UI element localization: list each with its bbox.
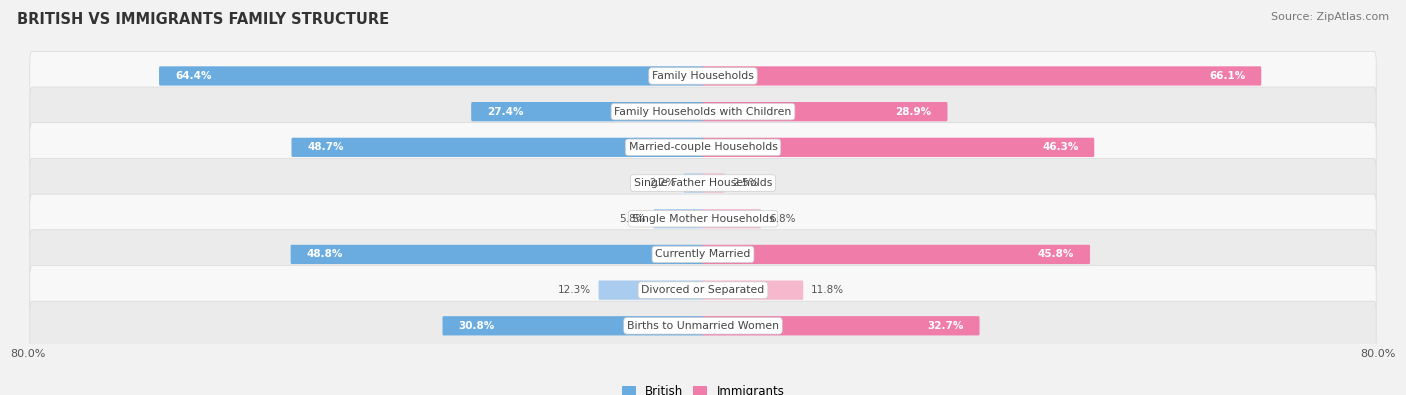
Text: 48.7%: 48.7% xyxy=(308,142,344,152)
Text: 64.4%: 64.4% xyxy=(174,71,211,81)
FancyBboxPatch shape xyxy=(30,87,1376,136)
Text: Currently Married: Currently Married xyxy=(655,249,751,260)
FancyBboxPatch shape xyxy=(443,316,703,335)
FancyBboxPatch shape xyxy=(30,123,1376,172)
FancyBboxPatch shape xyxy=(599,280,703,300)
Text: 45.8%: 45.8% xyxy=(1038,249,1074,260)
Text: Single Father Households: Single Father Households xyxy=(634,178,772,188)
FancyBboxPatch shape xyxy=(703,138,1094,157)
Text: 48.8%: 48.8% xyxy=(307,249,343,260)
Text: BRITISH VS IMMIGRANTS FAMILY STRUCTURE: BRITISH VS IMMIGRANTS FAMILY STRUCTURE xyxy=(17,12,389,27)
Text: Single Mother Households: Single Mother Households xyxy=(631,214,775,224)
Text: Married-couple Households: Married-couple Households xyxy=(628,142,778,152)
FancyBboxPatch shape xyxy=(30,301,1376,350)
FancyBboxPatch shape xyxy=(159,66,703,86)
Text: Family Households: Family Households xyxy=(652,71,754,81)
FancyBboxPatch shape xyxy=(30,265,1376,315)
FancyBboxPatch shape xyxy=(291,138,703,157)
FancyBboxPatch shape xyxy=(471,102,703,121)
Text: 32.7%: 32.7% xyxy=(928,321,963,331)
FancyBboxPatch shape xyxy=(703,102,948,121)
FancyBboxPatch shape xyxy=(703,173,724,193)
Text: 66.1%: 66.1% xyxy=(1209,71,1246,81)
FancyBboxPatch shape xyxy=(703,66,1261,86)
Text: 5.8%: 5.8% xyxy=(619,214,645,224)
Text: 30.8%: 30.8% xyxy=(458,321,495,331)
FancyBboxPatch shape xyxy=(703,209,761,228)
Text: 11.8%: 11.8% xyxy=(811,285,844,295)
Text: 12.3%: 12.3% xyxy=(558,285,591,295)
FancyBboxPatch shape xyxy=(703,316,980,335)
FancyBboxPatch shape xyxy=(30,158,1376,208)
Text: Divorced or Separated: Divorced or Separated xyxy=(641,285,765,295)
Text: Births to Unmarried Women: Births to Unmarried Women xyxy=(627,321,779,331)
Legend: British, Immigrants: British, Immigrants xyxy=(617,380,789,395)
Text: 28.9%: 28.9% xyxy=(896,107,932,117)
Text: 6.8%: 6.8% xyxy=(769,214,796,224)
Text: 2.2%: 2.2% xyxy=(650,178,676,188)
FancyBboxPatch shape xyxy=(291,245,703,264)
FancyBboxPatch shape xyxy=(654,209,703,228)
Text: Family Households with Children: Family Households with Children xyxy=(614,107,792,117)
FancyBboxPatch shape xyxy=(703,245,1090,264)
Text: 27.4%: 27.4% xyxy=(486,107,523,117)
Text: 46.3%: 46.3% xyxy=(1042,142,1078,152)
FancyBboxPatch shape xyxy=(703,280,803,300)
FancyBboxPatch shape xyxy=(30,230,1376,279)
FancyBboxPatch shape xyxy=(30,51,1376,101)
Text: 2.5%: 2.5% xyxy=(733,178,759,188)
FancyBboxPatch shape xyxy=(683,173,703,193)
FancyBboxPatch shape xyxy=(30,194,1376,243)
Text: Source: ZipAtlas.com: Source: ZipAtlas.com xyxy=(1271,12,1389,22)
